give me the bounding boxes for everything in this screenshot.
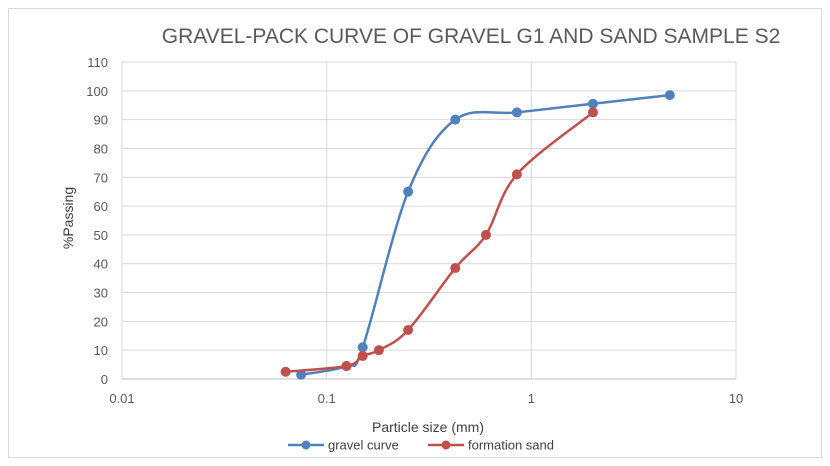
legend: gravel curve formation sand — [288, 438, 554, 453]
y-tick-label: 50 — [94, 228, 108, 243]
x-tick-label: 0.01 — [109, 391, 134, 406]
x-tick-label: 10 — [729, 391, 743, 406]
data-point — [511, 169, 522, 180]
data-point — [357, 342, 368, 353]
x-tick-label: 1 — [528, 391, 535, 406]
y-tick-label: 110 — [87, 55, 108, 70]
series-line — [285, 111, 594, 374]
data-point — [341, 361, 352, 372]
y-tick-label: 0 — [101, 372, 108, 387]
y-tick-label: 40 — [94, 257, 108, 272]
legend-label: gravel curve — [328, 438, 399, 453]
data-point — [373, 345, 384, 356]
y-tick-label: 60 — [94, 199, 108, 214]
chart-frame — [8, 8, 822, 458]
data-point — [403, 186, 414, 197]
x-tick-label: 0.1 — [318, 391, 336, 406]
legend-item: gravel curve — [288, 438, 399, 453]
data-point — [403, 325, 414, 336]
legend-label: formation sand — [468, 438, 554, 453]
grid-lines — [121, 61, 737, 380]
chart-title: GRAVEL-PACK CURVE OF GRAVEL G1 AND SAND … — [162, 25, 781, 48]
data-point — [450, 263, 461, 274]
series-formation-sand — [280, 107, 598, 377]
legend-swatch-marker — [441, 440, 451, 450]
legend-swatch-marker — [301, 440, 311, 450]
y-tick-label: 100 — [86, 84, 108, 99]
data-point — [357, 350, 368, 361]
y-tick-label: 80 — [94, 141, 108, 156]
data-point — [587, 107, 598, 118]
y-tick-label: 90 — [94, 113, 108, 128]
y-tick-label: 70 — [94, 170, 108, 185]
data-point — [450, 114, 461, 125]
data-point — [511, 107, 522, 118]
x-axis-label: Particle size (mm) — [372, 419, 484, 435]
y-tick-label: 10 — [94, 343, 108, 358]
data-point — [480, 229, 491, 240]
data-point — [587, 98, 598, 109]
data-point — [280, 366, 291, 377]
y-tick-label: 30 — [94, 286, 108, 301]
y-tick-label: 20 — [94, 314, 108, 329]
legend-item: formation sand — [428, 438, 554, 453]
series-layer — [280, 90, 675, 380]
y-axis-label: %Passing — [60, 187, 76, 249]
data-point — [664, 90, 675, 101]
data-point — [296, 369, 307, 380]
